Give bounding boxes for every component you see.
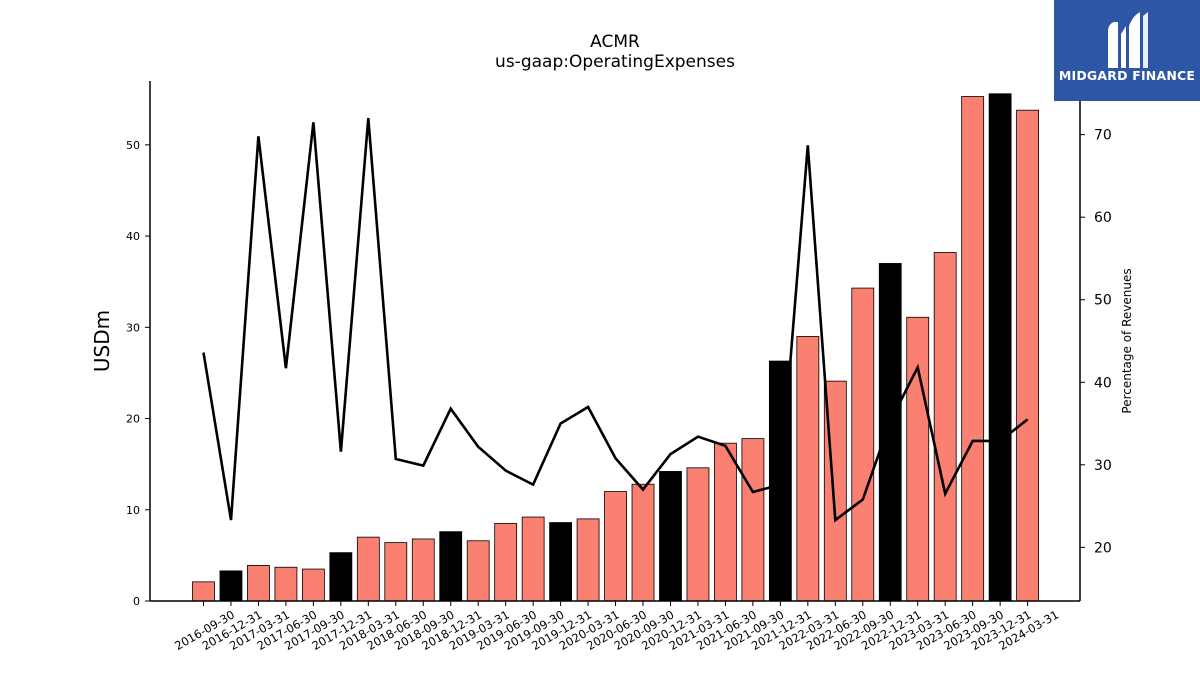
bar	[631, 483, 655, 602]
bar	[247, 565, 270, 602]
percentage-line	[202, 117, 1029, 523]
bar	[741, 438, 765, 602]
y-tick-label: 10	[126, 504, 140, 517]
bar	[439, 531, 463, 602]
bar	[933, 252, 957, 602]
bar	[411, 538, 435, 602]
y-axis-label: USDm	[90, 310, 114, 372]
y-tick-label: 40	[126, 230, 140, 243]
bar	[356, 536, 380, 602]
bar	[549, 522, 573, 602]
bar	[1016, 109, 1039, 602]
y2-axis-label: Percentage of Revenues	[1120, 268, 1134, 413]
bar	[329, 552, 353, 602]
bar	[219, 570, 243, 602]
y-tick-label: 30	[126, 321, 140, 334]
bar	[466, 540, 490, 602]
chart-subtitle: us-gaap:OperatingExpenses	[495, 52, 735, 72]
bar	[686, 467, 710, 602]
bar	[384, 542, 408, 602]
y2-tick-label: 30	[1094, 458, 1112, 474]
brand-name: MIDGARD FINANCE	[1058, 68, 1196, 83]
bar	[714, 442, 737, 602]
y-tick-label: 0	[133, 595, 140, 608]
bar	[878, 263, 902, 602]
midgard-logo-icon	[1108, 12, 1148, 68]
y2-tick-label: 40	[1094, 375, 1112, 391]
bar	[659, 471, 682, 602]
y2-tick-label: 50	[1094, 293, 1112, 309]
chart-title: ACMR	[590, 32, 640, 52]
y2-tick-label: 60	[1094, 210, 1112, 226]
y-tick-label: 50	[126, 139, 140, 152]
bar	[274, 566, 298, 602]
y2-tick-label: 70	[1094, 128, 1112, 144]
brand-logo: MIDGARD FINANCE	[1054, 0, 1200, 101]
bar	[576, 518, 600, 602]
bar	[494, 523, 518, 602]
bar	[796, 336, 820, 602]
bar	[192, 581, 215, 602]
bar	[521, 516, 545, 602]
bar	[988, 93, 1012, 602]
bar	[604, 491, 627, 602]
bar	[301, 568, 325, 602]
bar	[851, 287, 875, 602]
bar	[906, 316, 930, 602]
y2-tick-label: 20	[1094, 540, 1112, 556]
y-tick-label: 20	[126, 413, 140, 426]
bar	[961, 96, 985, 602]
